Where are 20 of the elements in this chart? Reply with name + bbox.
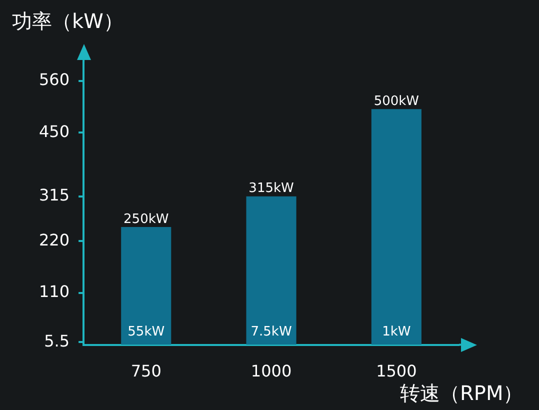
x-tick-label: 1000: [250, 362, 292, 381]
annotation: 55kW: [128, 324, 165, 340]
data-label: 315kW: [248, 181, 294, 196]
x-tick-label: 750: [130, 362, 162, 381]
annotation: 1kW: [382, 324, 411, 340]
y-axis-title: 功率（kW）: [12, 8, 124, 35]
y-tick-label: 220: [38, 230, 70, 250]
data-label: 500kW: [374, 94, 420, 110]
bar: [121, 226, 172, 345]
y-tick-label: 560: [38, 70, 70, 90]
annotation: 7.5kW: [250, 324, 292, 340]
y-tick-label: 5.5: [44, 331, 70, 350]
x-axis-title: 转速（RPM）: [400, 380, 524, 407]
x-tick-label: 1500: [376, 362, 417, 381]
y-tick-label: 450: [38, 122, 70, 141]
data-label: 250kW: [124, 212, 169, 227]
y-tick-label: 110: [38, 282, 70, 302]
bar: [371, 109, 422, 345]
bar: [246, 196, 296, 345]
y-tick-label: 315: [38, 185, 70, 204]
